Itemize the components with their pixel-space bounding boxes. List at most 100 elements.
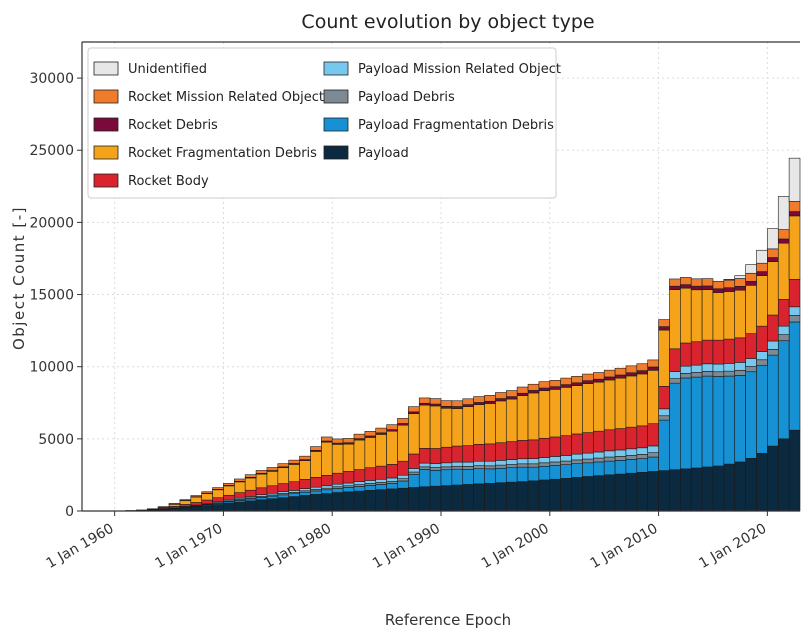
bar-segment — [387, 425, 398, 430]
bar-segment — [615, 375, 626, 378]
bar-segment — [310, 494, 321, 511]
bar-segment — [615, 368, 626, 375]
bar-segment — [756, 352, 767, 360]
bar-segment — [789, 158, 800, 201]
bar-segment — [528, 464, 539, 467]
bar-segment — [550, 389, 561, 437]
bar-segment — [506, 442, 517, 460]
bar-segment — [506, 460, 517, 465]
bar-segment — [300, 479, 311, 488]
bar-segment — [713, 340, 724, 364]
bar-segment — [300, 489, 311, 491]
bar-segment — [778, 326, 789, 335]
bar-segment — [387, 481, 398, 483]
bar-segment — [365, 483, 376, 485]
bar-segment — [735, 279, 746, 287]
bar-segment — [278, 464, 289, 467]
bar-segment — [419, 405, 430, 448]
bar-segment — [528, 390, 539, 393]
bar-segment — [430, 399, 441, 404]
bar-segment — [419, 463, 430, 467]
bar-segment — [485, 461, 496, 466]
bar-segment — [778, 230, 789, 239]
bar-segment — [267, 499, 278, 511]
bar-segment — [648, 360, 659, 367]
bar-segment — [419, 398, 430, 403]
bar-segment — [778, 196, 789, 229]
bar-segment — [419, 469, 430, 486]
bar-segment — [376, 479, 387, 482]
bar-segment — [267, 467, 278, 470]
bar-segment — [691, 372, 702, 377]
bar-segment — [593, 382, 604, 431]
bar-segment — [572, 386, 583, 434]
bar-segment — [735, 375, 746, 462]
bar-segment — [517, 482, 528, 511]
bar-segment — [767, 249, 778, 258]
y-tick-label: 20000 — [29, 215, 74, 231]
bar-segment — [680, 277, 691, 284]
bar-segment — [680, 378, 691, 469]
bar-segment — [767, 446, 778, 511]
bar-segment — [191, 496, 202, 497]
bar-segment — [648, 367, 659, 370]
bar-segment — [332, 439, 343, 443]
bar-segment — [528, 393, 539, 440]
bar-segment — [180, 501, 191, 505]
bar-segment — [789, 201, 800, 211]
bar-segment — [572, 383, 583, 386]
bar-segment — [289, 464, 300, 481]
bar-segment — [278, 495, 289, 498]
bar-segment — [387, 478, 398, 481]
bar-segment — [572, 464, 583, 478]
bar-segment — [735, 286, 746, 290]
bar-segment — [408, 487, 419, 511]
bar-segment — [756, 453, 767, 511]
bar-segment — [332, 488, 343, 492]
bar-segment — [778, 239, 789, 243]
bar-segment — [789, 212, 800, 216]
bar-segment — [408, 474, 419, 487]
bar-segment — [637, 374, 648, 426]
bar-segment — [441, 467, 452, 470]
bar-segment — [539, 391, 550, 439]
bar-segment — [474, 461, 485, 465]
bar-segment — [735, 290, 746, 338]
bar-segment — [256, 474, 267, 488]
bar-segment — [300, 492, 311, 495]
bar-segment — [626, 427, 637, 449]
bar-segment — [626, 459, 637, 473]
bar-segment — [256, 500, 267, 511]
bar-segment — [648, 446, 659, 453]
bar-segment — [593, 379, 604, 382]
chart-title: Count evolution by object type — [301, 11, 594, 33]
bar-segment — [615, 429, 626, 450]
bar-segment — [506, 482, 517, 511]
bar-segment — [397, 461, 408, 475]
bar-segment — [495, 465, 506, 468]
bar-segment — [582, 459, 593, 463]
bar-segment — [376, 428, 387, 433]
bar-segment — [767, 349, 778, 355]
bar-segment — [604, 457, 615, 461]
bar-segment — [550, 466, 561, 480]
bar-segment — [495, 460, 506, 465]
bar-segment — [506, 391, 517, 397]
bar-segment — [528, 459, 539, 464]
bar-segment — [408, 468, 419, 472]
bar-segment — [474, 402, 485, 404]
bar-segment — [223, 495, 234, 500]
bar-segment — [724, 292, 735, 340]
bar-segment — [245, 499, 256, 501]
legend-swatch — [324, 62, 348, 75]
bar-segment — [495, 468, 506, 482]
bar-segment — [474, 469, 485, 484]
bar-segment — [376, 484, 387, 489]
bar-segment — [561, 461, 572, 465]
bar-segment — [332, 473, 343, 484]
bar-segment — [343, 483, 354, 486]
bar-segment — [659, 386, 670, 409]
bar-segment — [485, 403, 496, 443]
bar-segment — [223, 486, 234, 495]
bar-segment — [756, 263, 767, 271]
